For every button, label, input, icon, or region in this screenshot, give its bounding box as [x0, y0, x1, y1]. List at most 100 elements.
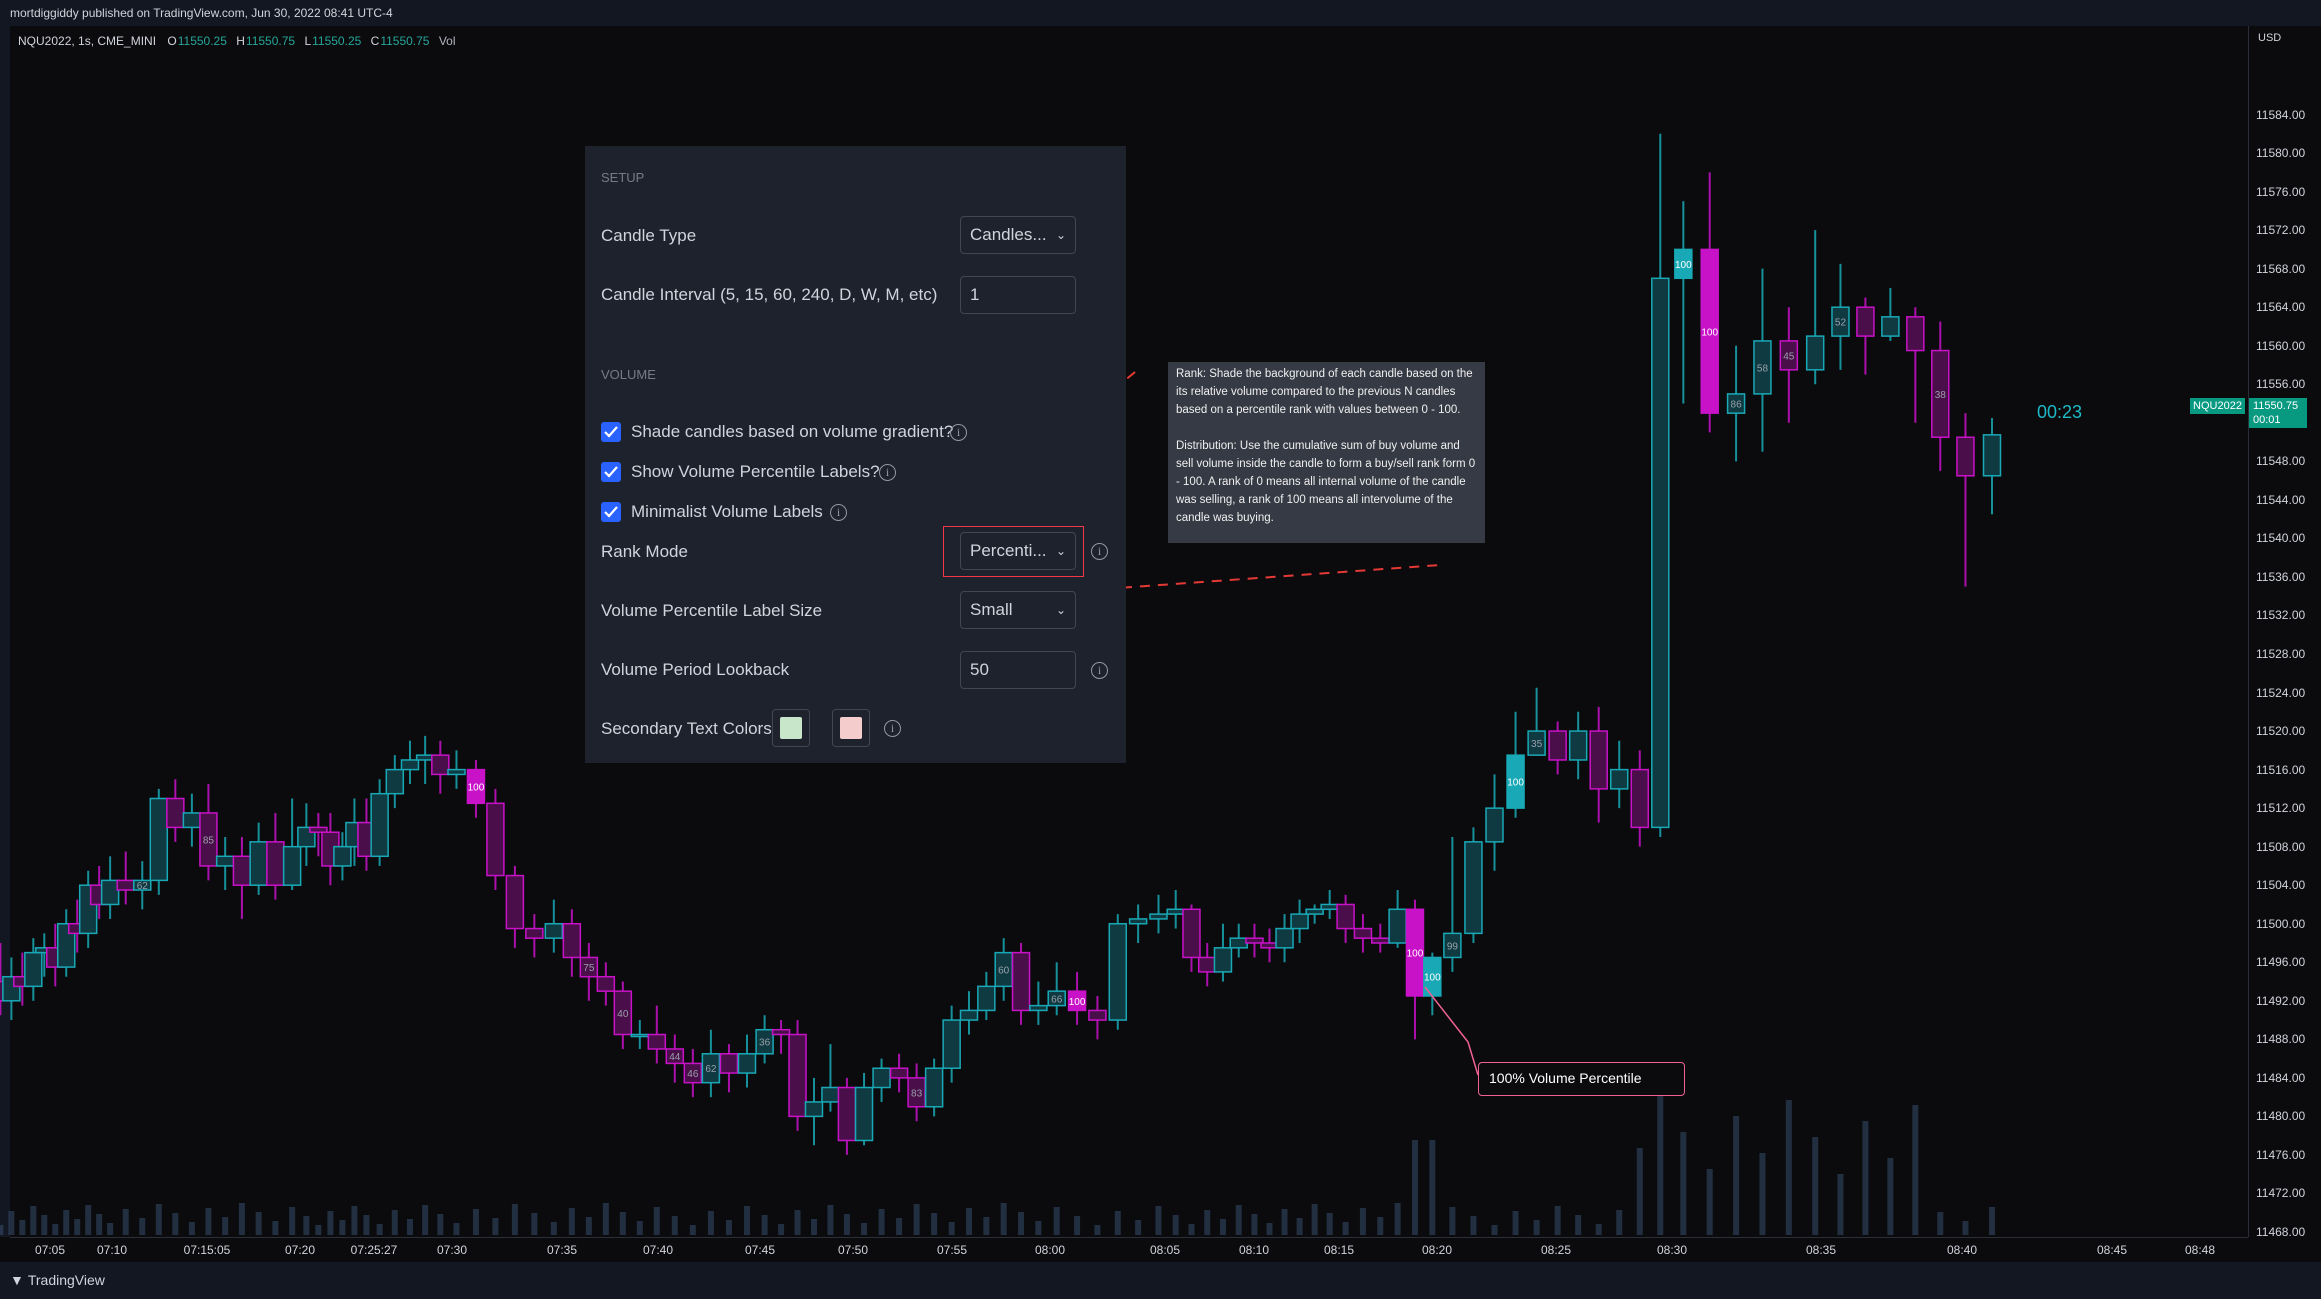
- secondary-color-swatch-1[interactable]: [772, 709, 810, 747]
- chart-pane[interactable]: [10, 26, 2248, 1237]
- volume-bar: [1377, 1217, 1384, 1235]
- candle: [1931, 321, 1950, 471]
- candle-body: [1630, 768, 1650, 829]
- candle: [683, 1048, 703, 1098]
- volume-bar: [568, 1208, 575, 1235]
- candle: [505, 865, 525, 948]
- volume-bar: [1359, 1208, 1366, 1235]
- candle: [1464, 827, 1483, 943]
- candle-body: [1213, 947, 1233, 973]
- percentile-label: 58: [1757, 363, 1769, 374]
- info-icon[interactable]: i: [1091, 662, 1108, 679]
- candle: [1609, 740, 1629, 809]
- info-icon[interactable]: i: [879, 464, 896, 481]
- info-icon[interactable]: i: [884, 720, 901, 737]
- minimalist-labels-checkbox[interactable]: [601, 502, 621, 522]
- indicator-settings-panel: SETUP Candle Type Candles... ⌄ Candle In…: [585, 146, 1126, 763]
- volume-bar: [155, 1204, 162, 1235]
- time-tick: 07:20: [284, 1243, 316, 1257]
- price-axis[interactable]: [2248, 26, 2321, 1237]
- volume-bar: [327, 1211, 334, 1235]
- price-tick: 11556.00: [2256, 377, 2306, 392]
- info-icon[interactable]: i: [950, 424, 967, 441]
- candle: [1029, 981, 1048, 1025]
- volume-bar: [550, 1222, 557, 1235]
- volume-bar: [1155, 1206, 1162, 1235]
- percentile-label: 66: [1051, 994, 1063, 1005]
- volume-bar: [810, 1219, 817, 1235]
- candle-body: [544, 922, 564, 939]
- lookback-input[interactable]: 50: [960, 651, 1076, 689]
- candle-body: [1320, 903, 1339, 911]
- candle-body: [719, 1053, 739, 1074]
- candle: [321, 812, 340, 886]
- candle-type-select[interactable]: Candles... ⌄: [960, 216, 1076, 254]
- candle: [370, 779, 389, 866]
- candle-body: [116, 879, 135, 891]
- time-tick: 07:10: [96, 1243, 128, 1257]
- volume-bar: [878, 1209, 885, 1235]
- candle-body: [1931, 349, 1950, 438]
- candle-body: [505, 874, 525, 930]
- time-tick: 07:25:27: [350, 1243, 398, 1257]
- volume-bar: [1680, 1132, 1687, 1235]
- candle: [889, 1053, 909, 1093]
- candle-body: [613, 990, 633, 1036]
- price-tick: 11564.00: [2256, 300, 2306, 315]
- percentile-label: 35: [1531, 739, 1543, 750]
- candle: [1182, 904, 1201, 972]
- volume-bar: [315, 1225, 322, 1235]
- time-tick: 08:15: [1323, 1243, 1355, 1257]
- volume-bar: [1311, 1204, 1318, 1235]
- volume-bar: [453, 1223, 460, 1235]
- price-tick: 11520.00: [2256, 724, 2306, 739]
- candle: [1651, 133, 1670, 838]
- candle: [1166, 890, 1185, 929]
- volume-bar: [1094, 1225, 1101, 1235]
- info-icon[interactable]: i: [830, 504, 847, 521]
- candle: [1423, 952, 1442, 1016]
- rank-mode-select[interactable]: Percenti... ⌄: [960, 532, 1076, 570]
- volume-bar: [422, 1205, 429, 1235]
- candlestick-chart[interactable]: 62 85 100 75 40 44 46 62 36 83 60 66 100 100 100 99 100 3…: [0, 0, 2248, 1237]
- candle-body: [1336, 903, 1355, 930]
- tradingview-logo[interactable]: ▼ TradingView: [10, 1272, 105, 1288]
- candle: [1275, 914, 1294, 963]
- candle-body: [1464, 841, 1483, 935]
- price-tick: 11468.00: [2256, 1225, 2306, 1239]
- candle-body: [579, 956, 599, 978]
- candle-body: [701, 1053, 721, 1084]
- volume-bar: [794, 1210, 801, 1235]
- candle-body: [431, 754, 450, 776]
- candle: [562, 909, 582, 977]
- candle: [1956, 413, 1975, 587]
- candle-body: [466, 768, 486, 805]
- candle-body: [199, 812, 218, 867]
- rank-mode-tooltip: Rank: Shade the background of each candl…: [1168, 362, 1485, 543]
- candle-body: [266, 841, 285, 886]
- candle: [701, 1029, 721, 1098]
- shade-candles-checkbox[interactable]: [601, 422, 621, 442]
- candle-interval-input[interactable]: 1: [960, 276, 1076, 314]
- price-tick: 11476.00: [2256, 1147, 2306, 1162]
- volume-label: Vol: [438, 34, 456, 48]
- candle-body: [1956, 436, 1975, 477]
- show-percentile-labels-checkbox[interactable]: [601, 462, 621, 482]
- candle-body: [889, 1067, 909, 1079]
- candle: [1700, 172, 1719, 433]
- candle: [525, 914, 544, 958]
- secondary-color-swatch-2[interactable]: [832, 709, 870, 747]
- volume-bar: [74, 1219, 81, 1235]
- candle-body: [683, 1062, 703, 1084]
- price-tick: 11536.00: [2256, 569, 2306, 584]
- candle: [1527, 687, 1546, 756]
- volume-bar: [1657, 1095, 1664, 1235]
- ohlc-legend: NQU2022, 1s, CME_MINI O11550.25 H11550.7…: [18, 34, 456, 48]
- label-size-select[interactable]: Small ⌄: [960, 591, 1076, 629]
- candle: [1906, 307, 1925, 423]
- percentile-label: 62: [137, 881, 149, 892]
- info-icon[interactable]: i: [1091, 543, 1108, 560]
- candle: [466, 759, 486, 818]
- volume-bar: [1429, 1140, 1436, 1235]
- price-tick: 11584.00: [2256, 107, 2306, 122]
